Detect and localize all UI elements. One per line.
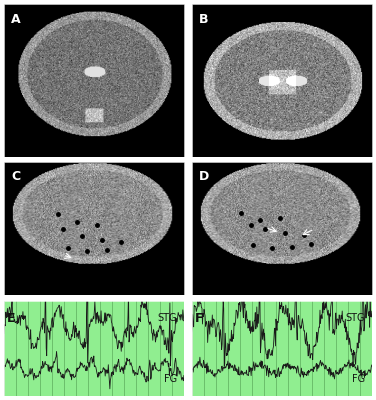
Text: E: E bbox=[8, 312, 16, 325]
Text: STG: STG bbox=[346, 313, 365, 323]
Text: F: F bbox=[195, 312, 204, 325]
Text: FG: FG bbox=[352, 374, 365, 384]
Text: D: D bbox=[199, 170, 209, 183]
Text: C: C bbox=[11, 170, 20, 183]
Text: B: B bbox=[199, 13, 208, 26]
Text: A: A bbox=[11, 13, 21, 26]
Text: STG: STG bbox=[158, 313, 177, 323]
Text: FG: FG bbox=[164, 374, 177, 384]
